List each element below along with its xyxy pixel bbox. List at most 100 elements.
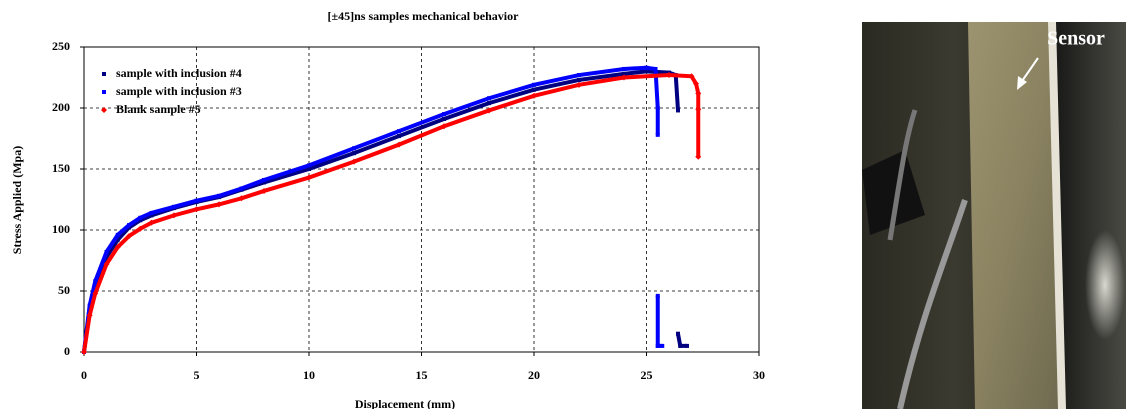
point	[655, 132, 660, 137]
point	[352, 146, 356, 151]
photo-strip	[968, 22, 1060, 409]
point	[685, 343, 689, 348]
point	[655, 106, 660, 110]
point	[532, 87, 536, 92]
point	[87, 303, 92, 308]
photo: Sensor	[862, 22, 1126, 409]
y-tick-label: 200	[52, 100, 70, 114]
point	[442, 116, 446, 121]
point	[137, 225, 144, 232]
y-tick-label: 50	[58, 283, 70, 297]
point	[676, 108, 680, 113]
point	[81, 349, 87, 355]
point	[86, 312, 93, 319]
photo-glow	[1085, 230, 1125, 340]
point	[193, 206, 200, 213]
series-line	[82, 73, 701, 353]
point	[442, 112, 446, 117]
x-tick-label: 30	[753, 368, 765, 382]
point	[531, 92, 537, 99]
chart-title: [±45]ns samples mechanical behavior	[328, 9, 520, 23]
point	[149, 213, 154, 218]
x-tick-label: 10	[303, 368, 315, 382]
legend-label: sample with inclusion #4	[116, 66, 242, 80]
legend-marker	[101, 107, 107, 113]
point	[397, 129, 401, 134]
point	[115, 232, 120, 237]
point	[666, 72, 672, 79]
point	[217, 193, 221, 198]
point	[621, 74, 627, 81]
point	[622, 66, 626, 71]
point	[261, 187, 267, 194]
point	[126, 233, 132, 240]
y-tick-label: 150	[52, 161, 70, 175]
point	[307, 167, 311, 171]
x-tick-label: 5	[194, 368, 200, 382]
point	[262, 177, 266, 182]
point	[695, 153, 702, 160]
photo-arrowhead	[1017, 76, 1027, 90]
point	[93, 279, 98, 284]
point	[576, 81, 582, 88]
point	[644, 69, 649, 74]
point	[695, 106, 702, 113]
point	[487, 101, 491, 106]
point	[532, 82, 536, 87]
y-tick-label: 100	[52, 222, 70, 236]
point	[138, 215, 143, 220]
point	[352, 151, 356, 156]
point	[655, 343, 660, 348]
point	[127, 223, 131, 228]
point	[396, 141, 402, 148]
point	[653, 66, 658, 71]
point	[103, 261, 110, 268]
legend-label: sample with inclusion #3	[116, 84, 242, 98]
point	[441, 123, 447, 130]
photo-clamp	[862, 150, 925, 235]
legend-marker	[102, 72, 106, 76]
x-tick-label: 0	[81, 368, 87, 382]
point	[655, 293, 660, 298]
legend-label: Blank sample #5	[116, 102, 201, 116]
point	[171, 212, 177, 219]
photo-wire	[897, 199, 968, 409]
y-tick-label: 250	[52, 39, 70, 53]
point	[693, 80, 699, 87]
point	[172, 204, 176, 209]
point	[660, 343, 665, 348]
point	[238, 195, 245, 202]
point	[306, 174, 312, 181]
point	[216, 201, 222, 208]
photo-label: Sensor	[1047, 28, 1105, 50]
x-tick-label: 15	[416, 368, 428, 382]
point	[487, 96, 491, 101]
point	[149, 210, 154, 215]
point	[307, 163, 311, 168]
point	[262, 180, 266, 185]
point	[92, 290, 99, 297]
point	[397, 134, 401, 139]
point	[688, 73, 695, 80]
point	[622, 71, 626, 76]
x-tick-label: 25	[641, 368, 653, 382]
point	[577, 73, 581, 78]
photo-edge	[1048, 22, 1066, 409]
point	[194, 198, 199, 203]
point	[239, 186, 244, 191]
photo-wire	[887, 109, 918, 241]
point	[678, 343, 683, 348]
y-tick-label: 0	[64, 344, 70, 358]
point	[695, 90, 702, 97]
y-axis-label: Stress Applied (Mpa)	[10, 146, 24, 254]
legend-marker	[102, 90, 106, 94]
point	[104, 249, 109, 254]
x-tick-label: 20	[528, 368, 540, 382]
plot-area: 0 50 100 150 200 250 0 5 10 15 20 25 30 sample with i…	[52, 39, 765, 382]
point	[577, 77, 581, 82]
point	[676, 331, 680, 336]
point	[115, 237, 120, 242]
point	[486, 107, 492, 114]
point	[351, 158, 357, 165]
